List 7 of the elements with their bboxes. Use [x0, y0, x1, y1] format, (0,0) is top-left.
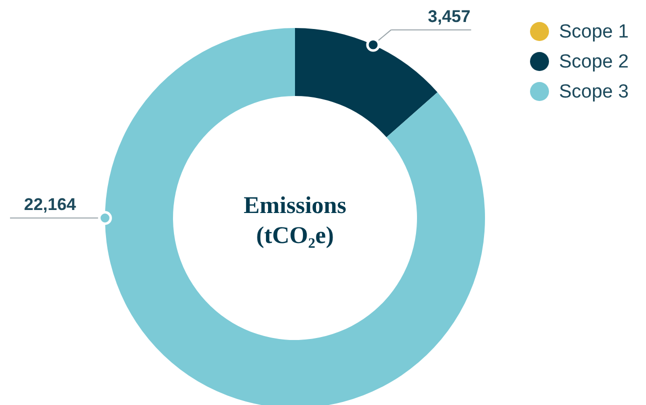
data-label: 3,457: [428, 6, 470, 26]
donut-slice: [295, 28, 438, 138]
legend-label: Scope 2: [559, 52, 629, 72]
legend-label: Scope 3: [559, 82, 629, 102]
text: Emissions (tCO₂e): [244, 193, 346, 249]
data-label: 22,164: [24, 195, 77, 214]
legend-label: Scope 1: [559, 22, 629, 42]
